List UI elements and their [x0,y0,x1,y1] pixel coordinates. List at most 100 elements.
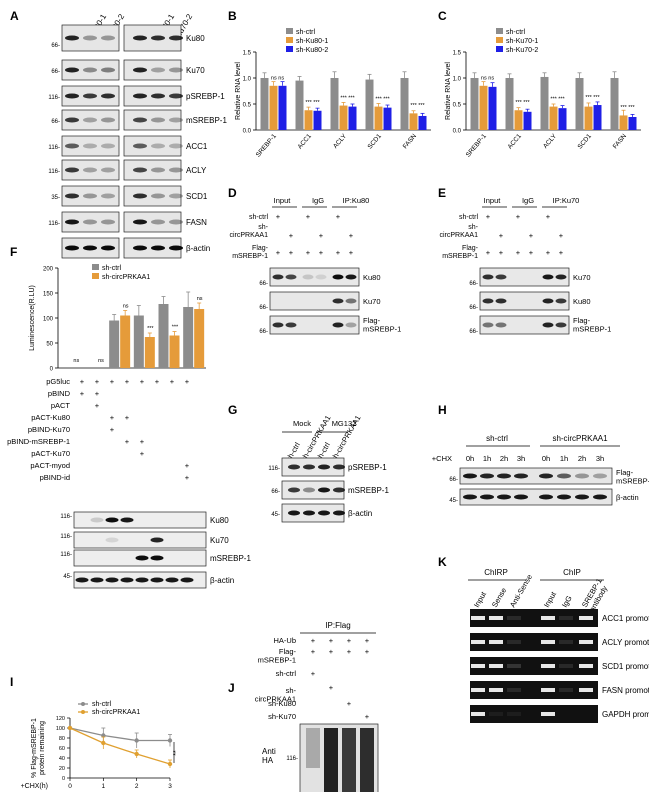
legend-swatch [286,37,293,43]
lane-label: Input [472,589,489,609]
time-label: 3h [517,454,525,463]
condition-label: sh-circPRKAA1 [255,686,297,704]
blot-band [288,487,300,493]
condition-label: pBIND [48,389,71,398]
blot-strip [269,267,360,287]
blot-band [542,322,554,328]
bar [549,106,558,130]
blot-band [105,517,119,523]
blot-band [133,245,147,251]
blot-band [151,93,165,99]
blot-band [497,494,511,500]
blot-band [120,577,134,583]
group-label: IP:Flag [325,621,350,630]
blot-band [303,464,315,470]
blot-band [169,35,183,41]
blot-band [151,219,165,225]
smear-lane [342,728,356,792]
mw-marker: 116- [48,145,60,151]
row-label: Flag-mSREBP-1 [363,316,401,334]
blot-strip [123,185,182,207]
mw-marker: 66- [51,69,60,75]
blot-band [333,510,345,516]
blot-band [333,487,345,493]
gel-band [489,640,503,644]
blot-band [169,67,183,73]
panel-letter-D: D [228,186,237,200]
blot-strip [479,315,570,335]
panel-letter-J: J [228,681,235,695]
blot-strip [123,159,182,181]
blot-band [482,274,494,280]
label-line: Flag- [279,647,297,656]
x-tick-label: FASN [612,133,628,151]
blot-band [151,245,165,251]
y-tick-label: 0.0 [243,129,252,135]
gel-band [559,616,573,620]
y-tick-label: 50 [46,342,53,348]
blot-band [539,494,553,500]
group-label: MG132 [332,419,357,428]
bar [479,85,488,130]
row-label: ACLY [186,166,207,175]
condition-sign: + [140,437,145,446]
condition-sign: + [289,231,294,240]
blot-band [150,577,164,583]
y-tick-label: 60 [59,746,65,752]
condition-label: Flag-mSREBP-1 [442,245,478,260]
condition-sign: + [311,669,316,678]
condition-sign: + [349,248,354,257]
label-line: circPRKAA1 [229,232,268,239]
gel-band [541,664,555,668]
blot-band [575,473,589,479]
mw-marker: 116- [48,169,60,175]
bar [109,320,120,368]
time-label: 1h [560,454,568,463]
condition-label: pACT-myod [30,461,70,470]
blot-band [315,274,327,280]
blot-band [285,274,297,280]
condition-sign: + [110,413,115,422]
condition-sign: + [486,212,491,221]
blot-band [83,117,97,123]
gel-band [541,616,555,620]
condition-sign: + [347,699,352,708]
condition-sign: + [499,231,504,240]
bar [169,335,180,368]
blot-band [482,298,494,304]
significance-mark: ns [123,304,129,310]
condition-sign: + [95,401,100,410]
panel-letter-H: H [438,403,447,417]
condition-sign: + [347,647,352,656]
lane-label: Anti-Sense [508,573,534,609]
smear-lane [324,728,338,792]
significance-mark: *** *** [585,95,600,101]
label-line: mSREBP-1 [232,253,268,260]
y-axis-label: % Flag-mSREBP-1protein remaining [31,718,46,778]
y-tick-label: 0.5 [243,103,252,109]
panel-letter-E: E [438,186,446,200]
condition-sign: + [311,636,316,645]
condition-sign: + [329,647,334,656]
condition-sign: + [95,389,100,398]
x-tick-label: 1 [102,783,106,790]
condition-sign: + [336,248,341,257]
blot-band [150,555,164,561]
blot-band [65,143,79,149]
bar [470,78,479,130]
label-line: Anti [262,747,276,756]
blot-strip [73,511,207,529]
gel-strip [470,705,598,723]
blot-band [101,167,115,173]
legend-entry: sh-Ku80-2 [296,47,328,54]
blot-strip [479,267,570,287]
y-tick-label: 40 [59,756,65,762]
blot-band [169,93,183,99]
mw-marker: 66- [51,119,60,125]
row-label: β-actin [210,576,234,585]
blot-strip [123,109,182,131]
bar [575,78,584,130]
condition-sign: + [80,377,85,386]
blot-band [151,35,165,41]
blot-band [151,117,165,123]
